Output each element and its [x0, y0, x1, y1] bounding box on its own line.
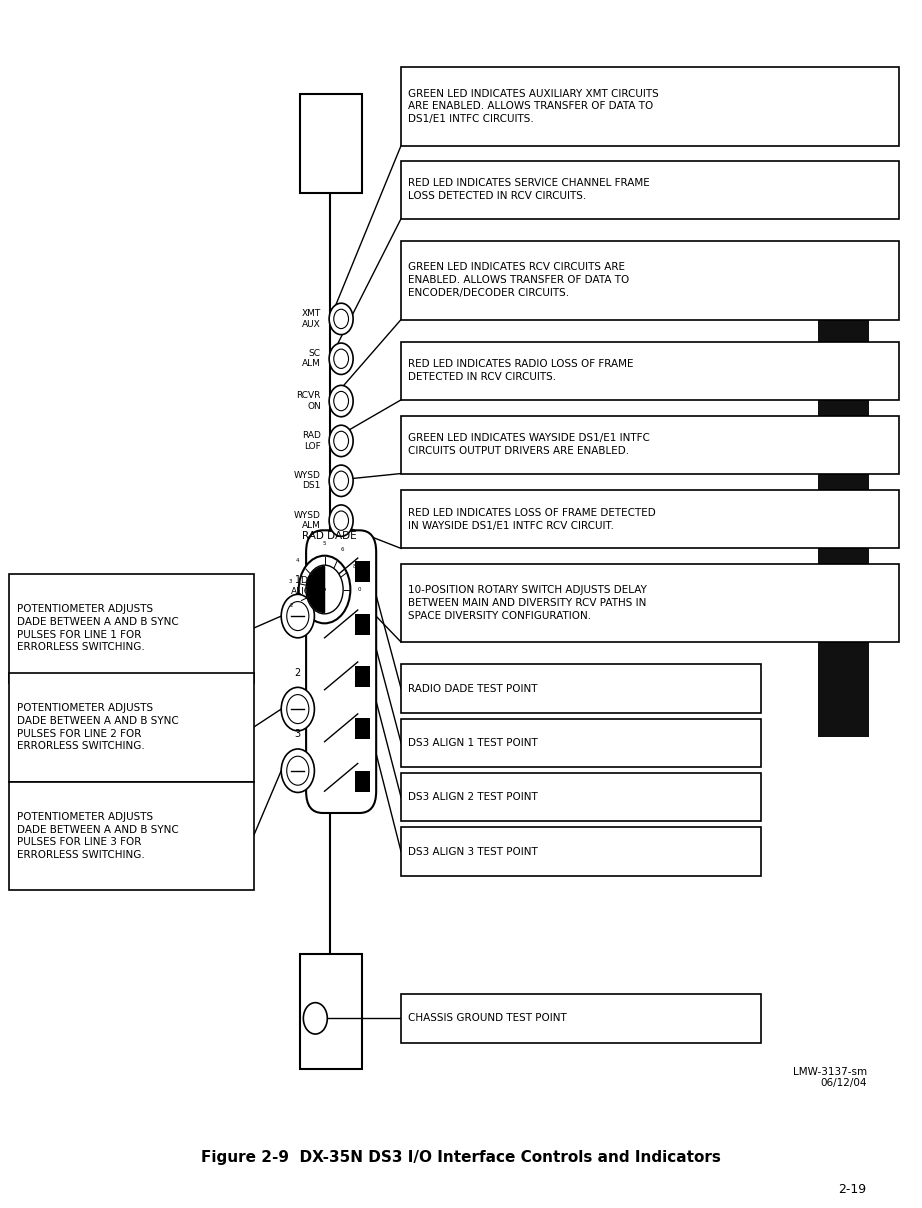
FancyBboxPatch shape	[355, 718, 370, 739]
FancyBboxPatch shape	[9, 673, 254, 782]
FancyBboxPatch shape	[355, 614, 370, 635]
FancyBboxPatch shape	[300, 94, 362, 193]
Circle shape	[334, 471, 349, 490]
FancyBboxPatch shape	[300, 954, 362, 1069]
Text: POTENTIOMETER ADJUSTS
DADE BETWEEN A AND B SYNC
PULSES FOR LINE 3 FOR
ERRORLESS : POTENTIOMETER ADJUSTS DADE BETWEEN A AND…	[17, 812, 178, 860]
Text: RCVR
ON: RCVR ON	[297, 391, 321, 411]
FancyBboxPatch shape	[9, 782, 254, 890]
Text: CHASSIS GROUND TEST POINT: CHASSIS GROUND TEST POINT	[408, 1014, 567, 1023]
Text: 5: 5	[323, 541, 326, 546]
FancyBboxPatch shape	[355, 666, 370, 687]
Text: WYSD
ALM: WYSD ALM	[294, 511, 321, 530]
Circle shape	[329, 303, 353, 335]
Text: RED LED INDICATES SERVICE CHANNEL FRAME
LOSS DETECTED IN RCV CIRCUITS.: RED LED INDICATES SERVICE CHANNEL FRAME …	[408, 179, 650, 201]
FancyBboxPatch shape	[401, 416, 899, 474]
FancyBboxPatch shape	[9, 574, 254, 683]
FancyBboxPatch shape	[401, 719, 761, 767]
Circle shape	[334, 431, 349, 451]
FancyBboxPatch shape	[401, 563, 899, 643]
Text: DS3 ALIGN 2 TEST POINT: DS3 ALIGN 2 TEST POINT	[408, 792, 538, 802]
Circle shape	[303, 1003, 327, 1034]
Text: 3: 3	[295, 730, 301, 739]
Text: DS3 ALIGN 1 TEST POINT: DS3 ALIGN 1 TEST POINT	[408, 738, 538, 748]
Circle shape	[329, 385, 353, 417]
Text: GREEN LED INDICATES WAYSIDE DS1/E1 INTFC
CIRCUITS OUTPUT DRIVERS ARE ENABLED.: GREEN LED INDICATES WAYSIDE DS1/E1 INTFC…	[408, 434, 650, 455]
Text: GREEN LED INDICATES AUXILIARY XMT CIRCUITS
ARE ENABLED. ALLOWS TRANSFER OF DATA : GREEN LED INDICATES AUXILIARY XMT CIRCUI…	[408, 88, 659, 124]
Circle shape	[329, 505, 353, 536]
Text: 0: 0	[358, 587, 361, 592]
FancyBboxPatch shape	[401, 242, 899, 319]
Text: 3: 3	[289, 579, 292, 585]
Text: 2: 2	[290, 603, 293, 608]
FancyBboxPatch shape	[401, 490, 899, 548]
Text: 2: 2	[295, 668, 301, 678]
Text: 6: 6	[340, 547, 344, 552]
Circle shape	[287, 602, 309, 631]
FancyBboxPatch shape	[355, 561, 370, 582]
Text: POTENTIOMETER ADJUSTS
DADE BETWEEN A AND B SYNC
PULSES FOR LINE 2 FOR
ERRORLESS : POTENTIOMETER ADJUSTS DADE BETWEEN A AND…	[17, 703, 178, 751]
Circle shape	[329, 425, 353, 457]
FancyBboxPatch shape	[401, 664, 761, 713]
Text: RADIO DADE TEST POINT: RADIO DADE TEST POINT	[408, 684, 538, 693]
Text: DS3
ALIGN: DS3 ALIGN	[290, 576, 318, 596]
Text: GREEN LED INDICATES RCV CIRCUITS ARE
ENABLED. ALLOWS TRANSFER OF DATA TO
ENCODER: GREEN LED INDICATES RCV CIRCUITS ARE ENA…	[408, 262, 630, 298]
Text: DS3 ALIGN 3 TEST POINT: DS3 ALIGN 3 TEST POINT	[408, 847, 538, 856]
Circle shape	[334, 391, 349, 411]
Polygon shape	[307, 567, 325, 612]
Text: 1: 1	[295, 575, 301, 585]
Text: WYSD
DS1: WYSD DS1	[294, 471, 321, 490]
FancyBboxPatch shape	[818, 290, 869, 737]
Circle shape	[281, 687, 314, 731]
Text: 10-POSITION ROTARY SWITCH ADJUSTS DELAY
BETWEEN MAIN AND DIVERSITY RCV PATHS IN
: 10-POSITION ROTARY SWITCH ADJUSTS DELAY …	[408, 585, 647, 621]
Circle shape	[287, 695, 309, 724]
FancyBboxPatch shape	[401, 66, 899, 145]
Circle shape	[306, 565, 343, 614]
FancyBboxPatch shape	[401, 342, 899, 400]
Circle shape	[281, 594, 314, 638]
Circle shape	[334, 309, 349, 329]
FancyBboxPatch shape	[401, 161, 899, 219]
Text: RAD
LOF: RAD LOF	[302, 431, 321, 451]
Text: 2-19: 2-19	[838, 1184, 867, 1196]
Text: Figure 2-9  DX-35N DS3 I/O Interface Controls and Indicators: Figure 2-9 DX-35N DS3 I/O Interface Cont…	[201, 1150, 721, 1165]
Circle shape	[281, 749, 314, 792]
FancyBboxPatch shape	[355, 771, 370, 792]
FancyBboxPatch shape	[306, 530, 376, 813]
FancyBboxPatch shape	[401, 827, 761, 876]
Circle shape	[329, 465, 353, 496]
Circle shape	[287, 756, 309, 785]
Text: LMW-3137-sm
06/12/04: LMW-3137-sm 06/12/04	[793, 1067, 867, 1088]
Circle shape	[329, 343, 353, 374]
Text: SC
ALM: SC ALM	[302, 349, 321, 368]
Text: RAD DADE: RAD DADE	[301, 532, 357, 541]
Circle shape	[334, 349, 349, 368]
FancyBboxPatch shape	[401, 994, 761, 1043]
Text: XMT
AUX: XMT AUX	[301, 309, 321, 329]
FancyBboxPatch shape	[401, 773, 761, 821]
Text: RED LED INDICATES RADIO LOSS OF FRAME
DETECTED IN RCV CIRCUITS.: RED LED INDICATES RADIO LOSS OF FRAME DE…	[408, 360, 634, 382]
Circle shape	[299, 556, 350, 623]
Circle shape	[334, 511, 349, 530]
Text: RED LED INDICATES LOSS OF FRAME DETECTED
IN WAYSIDE DS1/E1 INTFC RCV CIRCUIT.: RED LED INDICATES LOSS OF FRAME DETECTED…	[408, 509, 656, 530]
Text: 4: 4	[296, 558, 300, 563]
Text: 8: 8	[353, 564, 357, 569]
Text: POTENTIOMETER ADJUSTS
DADE BETWEEN A AND B SYNC
PULSES FOR LINE 1 FOR
ERRORLESS : POTENTIOMETER ADJUSTS DADE BETWEEN A AND…	[17, 604, 178, 652]
